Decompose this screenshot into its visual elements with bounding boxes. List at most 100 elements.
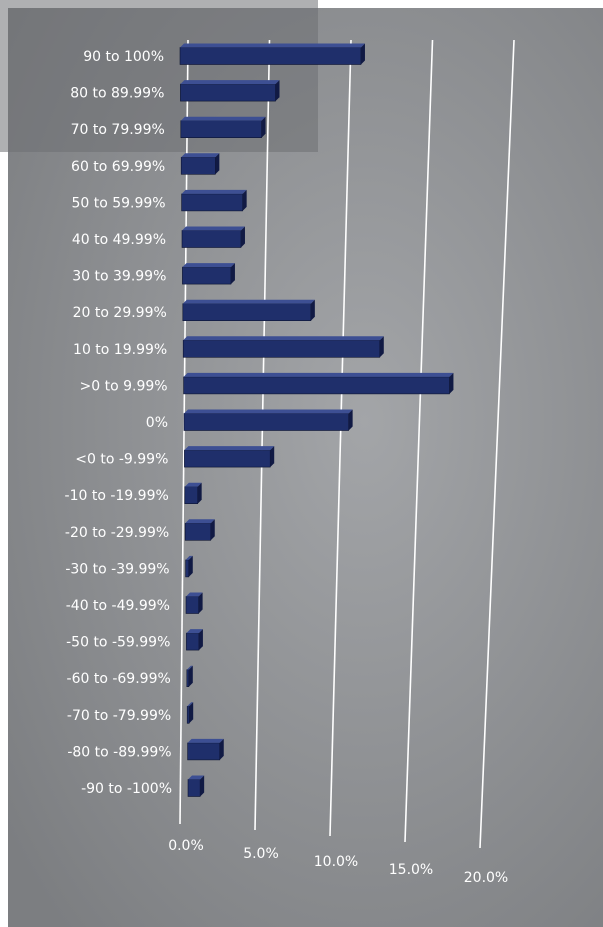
bar (186, 629, 203, 651)
bar-top-face (180, 43, 365, 48)
bar-side-face (360, 43, 365, 65)
bar-front (186, 632, 200, 651)
bar-front (185, 559, 190, 578)
bar-side-face (449, 372, 454, 394)
bar-front (187, 742, 221, 761)
bar-top-face (184, 482, 202, 487)
bar-top-face (180, 116, 266, 121)
bar-front (184, 449, 271, 468)
bar-side-face (198, 629, 203, 651)
x-tick-label: 0.0% (168, 838, 204, 854)
bar (186, 665, 193, 688)
bar-top-face (185, 519, 215, 524)
bar-side-face (230, 263, 235, 285)
bar-front (184, 486, 198, 505)
bar (181, 189, 247, 212)
category-label: 40 to 49.99% (72, 232, 166, 248)
x-tick-label: 5.0% (243, 846, 279, 862)
bar (185, 555, 193, 578)
bar-side-face (198, 592, 203, 614)
bar-side-face (240, 226, 245, 248)
bar-top-face (184, 409, 353, 414)
bar-top-face (182, 263, 235, 268)
category-label: -50 to -59.99% (66, 635, 170, 651)
bar (182, 263, 235, 285)
bar-side-face (270, 446, 275, 468)
category-label: -30 to -39.99% (65, 561, 169, 577)
bar-front (182, 266, 232, 285)
category-label: 50 to 59.99% (71, 195, 165, 211)
bar-front (180, 83, 276, 102)
category-label: >0 to 9.99% (80, 378, 168, 394)
category-label: -40 to -49.99% (66, 598, 170, 614)
grid-line (479, 39, 515, 849)
bar-front (186, 705, 190, 724)
bar-side-face (189, 702, 194, 724)
x-tick-label: 15.0% (389, 862, 433, 878)
bar (183, 372, 454, 395)
bar-front (181, 230, 242, 248)
grid-line (404, 39, 434, 843)
bar (182, 336, 384, 358)
category-label: -20 to -29.99% (65, 525, 169, 541)
category-label: -60 to -69.99% (67, 671, 171, 687)
bar-side-face (215, 153, 220, 175)
bar-front (181, 193, 243, 212)
x-tick-label: 10.0% (314, 854, 358, 870)
bar (180, 153, 220, 175)
category-label: -90 to -100% (81, 781, 172, 797)
bar-top-face (188, 775, 205, 780)
bar (186, 702, 194, 724)
bar-front (182, 339, 381, 358)
bar (187, 738, 224, 761)
bar (184, 519, 215, 541)
category-label: 0% (146, 415, 168, 431)
bar-top-face (183, 336, 384, 341)
bar-top-face (186, 629, 203, 634)
bar-side-face (348, 409, 353, 431)
bar-top-face (184, 446, 275, 451)
bar-side-face (275, 80, 280, 102)
bar-top-face (183, 372, 454, 377)
bar-top-face (186, 665, 193, 670)
bar (185, 592, 203, 614)
bar-front (185, 596, 199, 614)
bar-top-face (181, 189, 247, 194)
category-label: 70 to 79.99% (71, 122, 165, 138)
bar-top-face (182, 226, 245, 231)
category-label: <0 to -9.99% (75, 452, 168, 468)
bar-front (182, 303, 312, 322)
bar (184, 446, 275, 468)
category-label: 90 to 100% (83, 49, 164, 65)
bar-front (183, 413, 349, 431)
category-label: -10 to -19.99% (65, 488, 169, 504)
category-label: -80 to -89.99% (67, 744, 171, 760)
category-label: 30 to 39.99% (72, 269, 166, 285)
grid-line (329, 39, 352, 837)
bar (180, 80, 280, 102)
category-labels: 90 to 100% 80 to 89.99% 70 to 79.99% 60 to … (65, 49, 172, 797)
x-tick-labels: 0.0% 5.0% 10.0% 15.0% 20.0% (168, 838, 508, 886)
bar-side-face (261, 116, 266, 138)
bar (179, 43, 365, 65)
bar (182, 299, 315, 322)
bar-side-face (379, 336, 384, 358)
bar-top-face (187, 702, 194, 707)
bar-side-face (197, 482, 202, 504)
bar-front (179, 47, 362, 65)
bar (181, 226, 245, 248)
bar-side-face (219, 738, 224, 760)
bar-side-face (242, 189, 247, 211)
bar-side-face (310, 299, 315, 321)
grid-line (254, 39, 271, 831)
chart-background (8, 8, 603, 927)
category-label: 80 to 89.99% (70, 86, 164, 102)
bar-front (184, 522, 212, 541)
bar-front (186, 669, 190, 688)
bar-top-face (187, 738, 224, 743)
bar-top-face (185, 555, 193, 560)
category-label: -70 to -79.99% (67, 708, 171, 724)
bar-top-face (186, 592, 203, 597)
